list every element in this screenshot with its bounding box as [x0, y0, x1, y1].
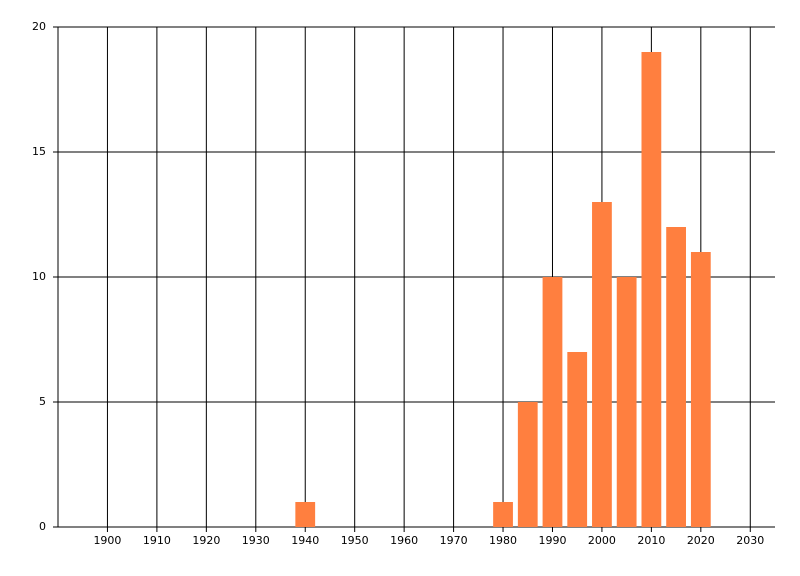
bar: [295, 502, 316, 527]
x-tick-label: 2020: [687, 534, 715, 547]
bar: [517, 402, 538, 527]
x-tick-label: 1930: [242, 534, 270, 547]
bar: [641, 52, 662, 527]
x-tick-label: 1950: [341, 534, 369, 547]
bar: [567, 352, 588, 527]
x-tick-label: 1990: [538, 534, 566, 547]
x-tick-label: 1940: [291, 534, 319, 547]
y-tick-label: 0: [39, 520, 46, 533]
x-tick-label: 2030: [736, 534, 764, 547]
y-tick-label: 15: [32, 145, 46, 158]
bar: [542, 277, 563, 527]
x-tick-label: 2000: [588, 534, 616, 547]
x-tick-label: 2010: [637, 534, 665, 547]
bar: [493, 502, 513, 527]
bar: [592, 202, 612, 527]
x-tick-label: 1980: [489, 534, 517, 547]
x-tick-label: 1920: [192, 534, 220, 547]
y-tick-label: 10: [32, 270, 46, 283]
y-tick-label: 5: [39, 395, 46, 408]
x-tick-label: 1910: [143, 534, 171, 547]
y-tick-label: 20: [32, 20, 46, 33]
bar: [616, 277, 637, 527]
bar: [690, 252, 711, 527]
bar: [666, 227, 686, 527]
x-tick-label: 1970: [440, 534, 468, 547]
x-tick-label: 1960: [390, 534, 418, 547]
x-tick-label: 1900: [93, 534, 121, 547]
